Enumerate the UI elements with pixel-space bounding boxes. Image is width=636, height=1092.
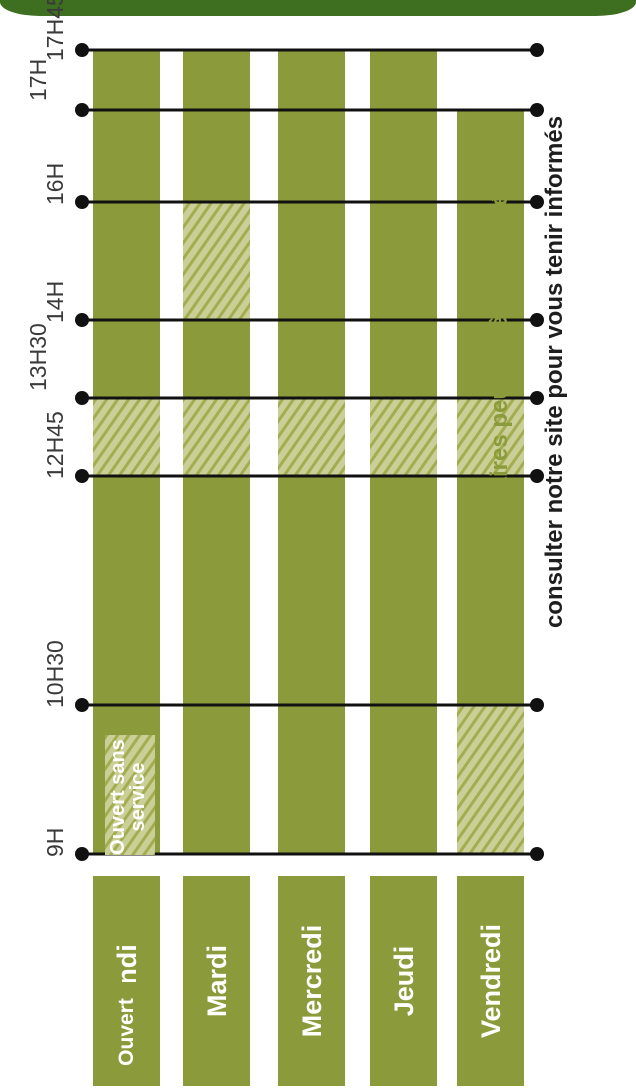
segment-mardi-4-open bbox=[183, 50, 250, 202]
time-dot-10h30-left bbox=[75, 698, 89, 712]
day-box-mardi bbox=[183, 876, 250, 1086]
segment-jeudi-1-no-service bbox=[370, 398, 437, 476]
day-label-mercredi: Mercredi bbox=[296, 924, 327, 1038]
day-box-vendredi bbox=[457, 876, 524, 1086]
time-label-17h45: 17H45 bbox=[42, 0, 68, 61]
time-dot-12h45-left bbox=[75, 469, 89, 483]
time-dot-9h-right bbox=[530, 847, 544, 861]
header-band bbox=[0, 0, 636, 16]
time-dot-17h45-right bbox=[530, 43, 544, 57]
time-dot-10h30-right bbox=[530, 698, 544, 712]
time-dot-14h-right bbox=[530, 313, 544, 327]
segment-jeudi-0-open bbox=[370, 476, 437, 854]
time-dot-12h45-right bbox=[530, 469, 544, 483]
segment-mercredi-2-open bbox=[278, 50, 345, 398]
segment-vendredi-1-open bbox=[457, 476, 524, 705]
legend-no-service-swatch bbox=[105, 735, 155, 855]
time-label-16h: 16H bbox=[42, 162, 68, 205]
segment-mercredi-0-open bbox=[278, 476, 345, 854]
legend-no-service-line1: Ouvert sans bbox=[107, 739, 129, 855]
segment-mardi-3-no-service bbox=[183, 202, 250, 320]
segment-jeudi-2-open bbox=[370, 50, 437, 398]
day-label-vendredi: Vendredi bbox=[475, 923, 506, 1039]
day-label-mardi: Mardi bbox=[201, 945, 232, 1018]
time-dot-17h-left bbox=[75, 103, 89, 117]
legend-no-service-line2: service bbox=[127, 762, 149, 832]
segment-vendredi-0-no-service bbox=[457, 705, 524, 854]
time-dot-17h-right bbox=[530, 103, 544, 117]
legend-open-label: Ouvert bbox=[115, 998, 138, 1066]
note-line2: consulter notre site pour vous tenir inf… bbox=[541, 115, 568, 629]
segment-mardi-1-no-service bbox=[183, 398, 250, 476]
segment-mardi-0-open bbox=[183, 476, 250, 854]
time-label-9h: 9H bbox=[42, 827, 68, 857]
segment-lundi-2-open bbox=[93, 50, 160, 398]
legend-no-service-label: Ouvert sans service bbox=[107, 737, 152, 857]
time-dot-13h30-left bbox=[75, 391, 89, 405]
segment-vendredi-3-open bbox=[457, 110, 524, 398]
time-dot-16h-left bbox=[75, 195, 89, 209]
time-dot-17h45-left bbox=[75, 43, 89, 57]
time-label-14h: 14H bbox=[42, 280, 68, 323]
note-line1: Les horaires peuvent être modifiés : bbox=[486, 164, 513, 578]
time-dot-9h-left bbox=[75, 847, 89, 861]
time-label-10h30: 10H30 bbox=[42, 640, 68, 708]
segment-mardi-2-open bbox=[183, 320, 250, 398]
time-dot-14h-left bbox=[75, 313, 89, 327]
segment-vendredi-2-no-service bbox=[457, 398, 524, 476]
time-dot-13h30-right bbox=[530, 391, 544, 405]
time-label-12h45: 12H45 bbox=[42, 411, 68, 479]
segment-lundi-1-no-service bbox=[93, 398, 160, 476]
day-box-mercredi bbox=[278, 876, 345, 1086]
segment-mercredi-1-no-service bbox=[278, 398, 345, 476]
legend-open-swatch bbox=[93, 982, 160, 1082]
time-dot-16h-right bbox=[530, 195, 544, 209]
day-label-jeudi: Jeudi bbox=[388, 945, 419, 1017]
day-box-jeudi bbox=[370, 876, 437, 1086]
